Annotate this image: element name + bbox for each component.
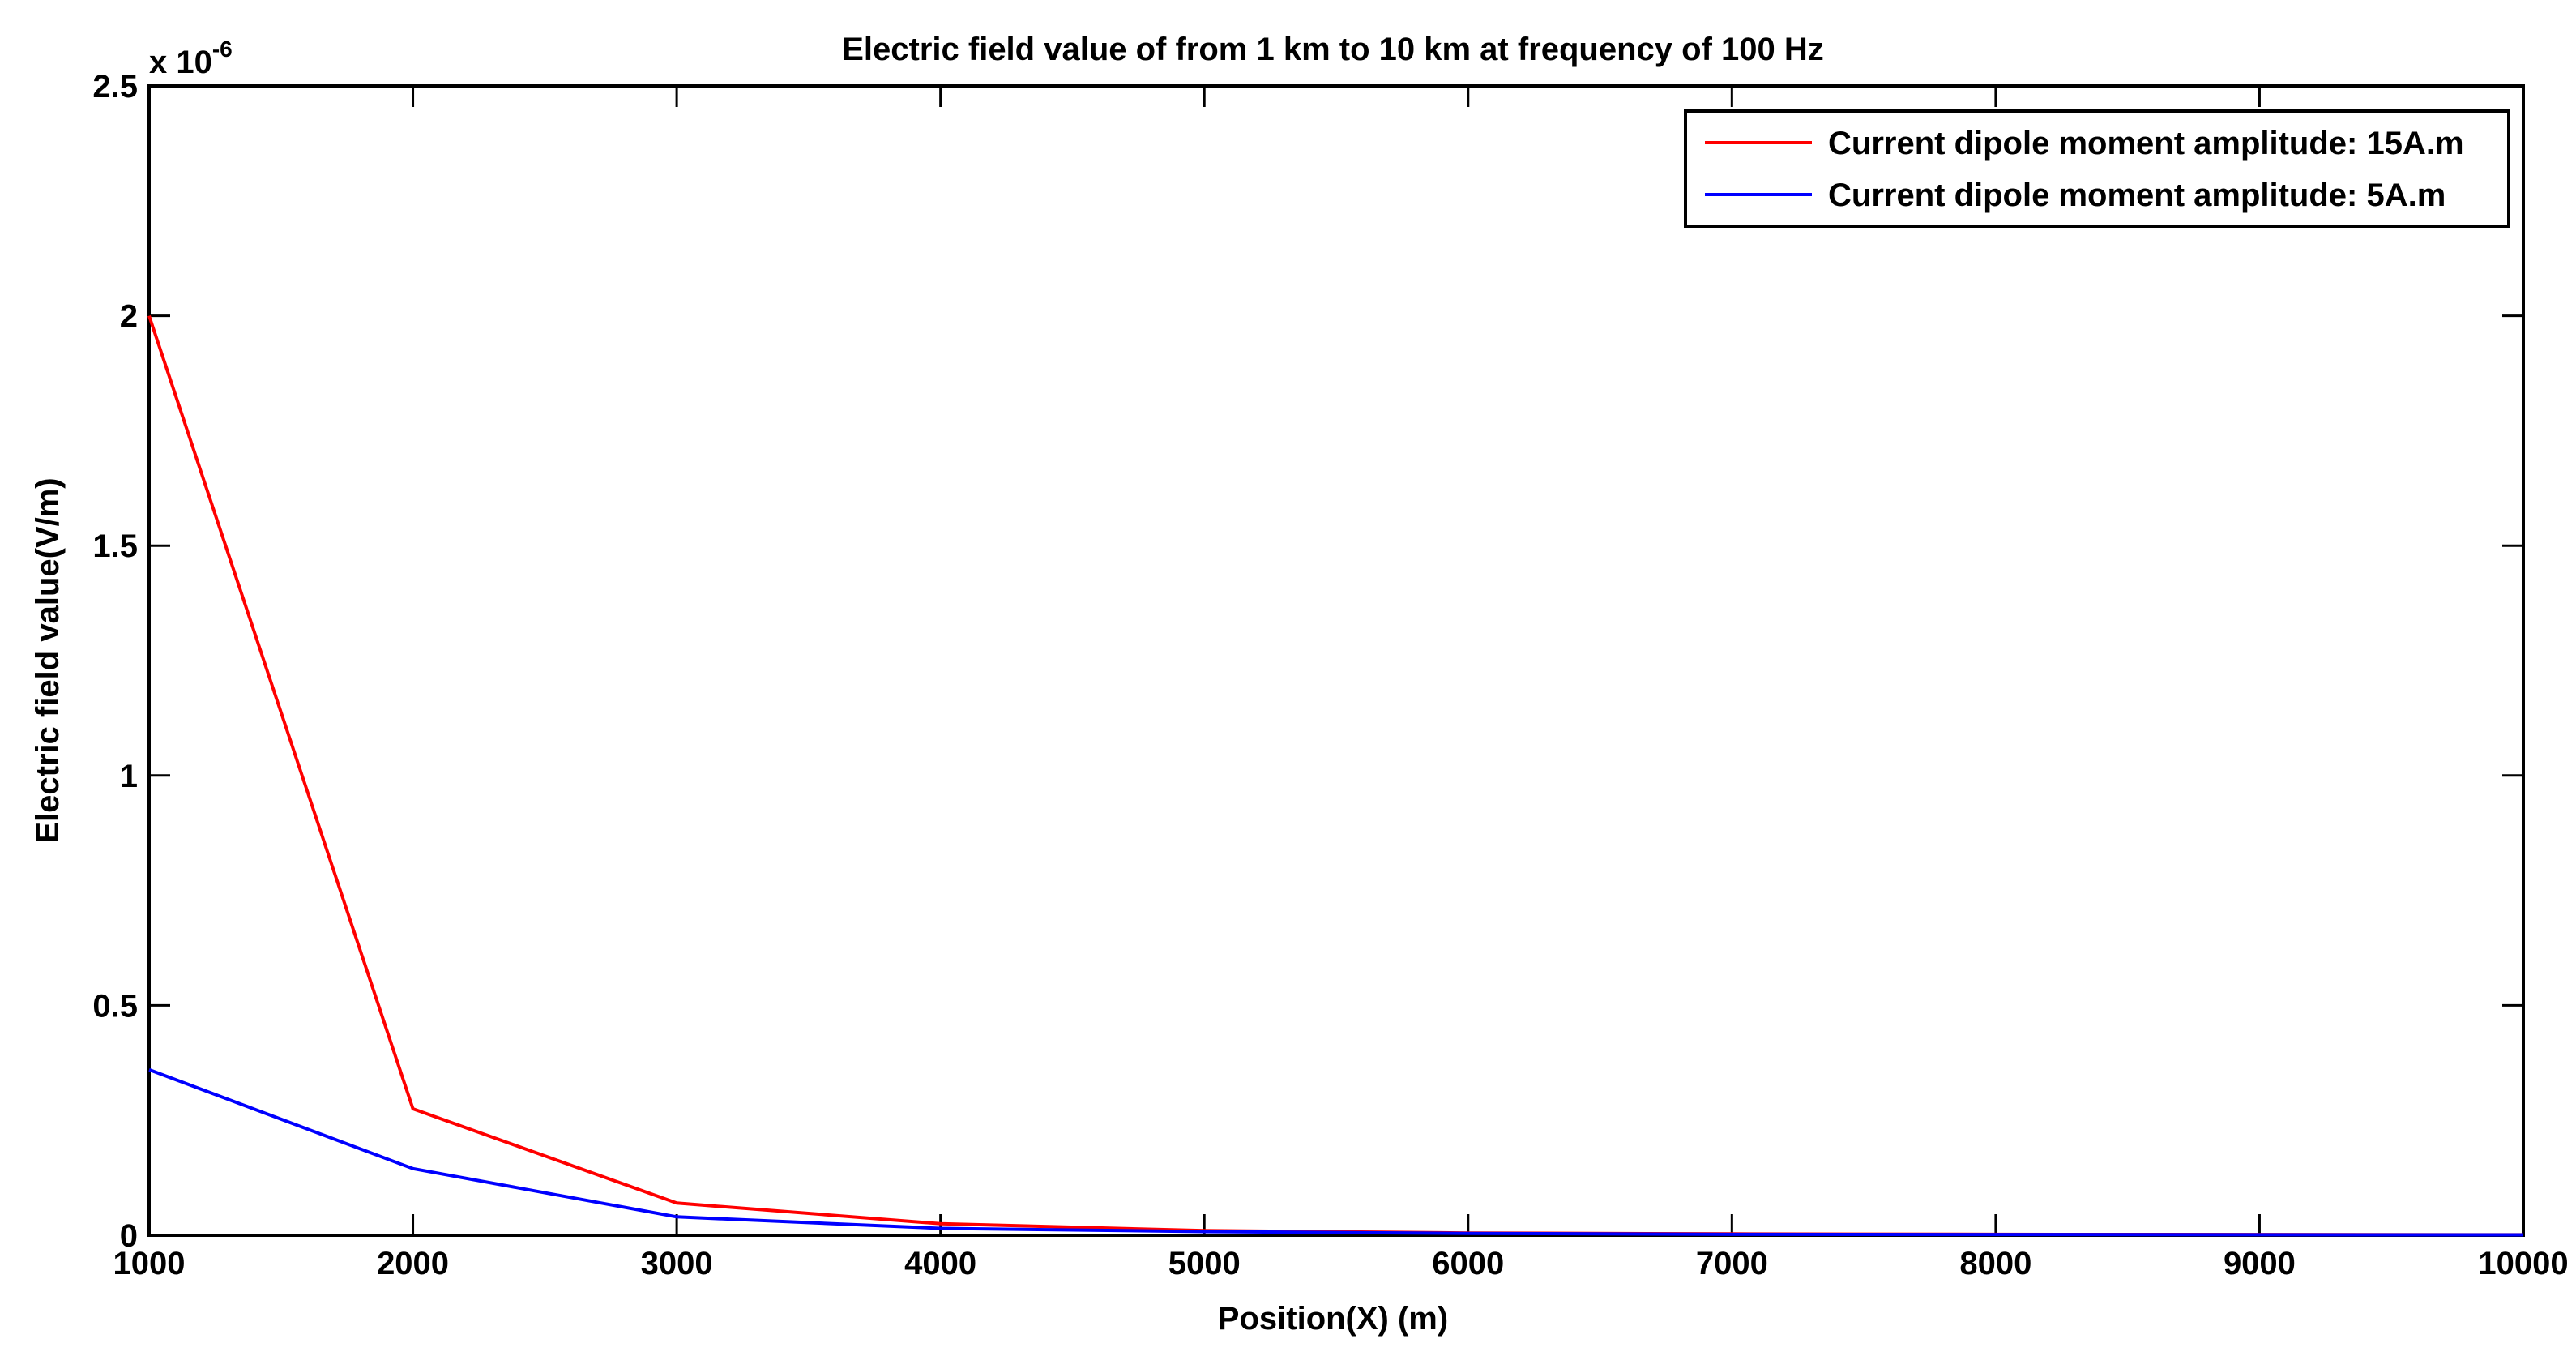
legend-entries: Current dipole moment amplitude: 15A.m Cu…	[1705, 126, 2464, 213]
y-tick-label: 1	[120, 759, 138, 794]
y-tick-label: 0	[120, 1218, 138, 1254]
y-axis-label: Electric field value(V/m)	[30, 477, 66, 843]
y-axis-tick-labels: 0 0.5 1 1.5 2 2.5	[92, 69, 138, 1254]
y-tick-label: 2	[120, 299, 138, 335]
plot-frame	[147, 84, 2525, 1237]
y-tick-label: 1.5	[92, 528, 138, 564]
x-tick-label: 3000	[641, 1246, 713, 1281]
x-tick-label: 8000	[1959, 1246, 2031, 1281]
x-axis-tick-labels: 1000 2000 3000 4000 5000 6000 7000 8000 9000 1000…	[113, 1246, 2569, 1281]
legend-label-2: Current dipole moment amplitude: 5A.m	[1828, 178, 2446, 213]
y-tick-label: 0.5	[92, 988, 138, 1024]
plot-area	[147, 84, 2525, 1237]
x-tick-label: 9000	[2224, 1246, 2296, 1281]
legend-box	[1684, 109, 2510, 228]
x-tick-label: 5000	[1168, 1246, 1241, 1281]
y-axis-multiplier-base: x 10	[149, 45, 212, 80]
x-tick-label: 1000	[113, 1246, 186, 1281]
x-tick-label: 6000	[1432, 1246, 1504, 1281]
x-tick-label: 2000	[377, 1246, 449, 1281]
series-lines	[147, 314, 2524, 1237]
y-axis-multiplier: x 10-6	[149, 36, 233, 80]
y-axis-multiplier-exponent: -6	[212, 36, 233, 62]
series-line-2	[148, 1067, 2524, 1237]
x-tick-label: 7000	[1696, 1246, 1768, 1281]
x-tick-label: 4000	[904, 1246, 976, 1281]
chart-title: Electric field value of from 1 km to 10 …	[842, 32, 1824, 67]
legend-label-1: Current dipole moment amplitude: 15A.m	[1828, 126, 2464, 161]
x-tick-label: 10000	[2478, 1246, 2568, 1281]
y-tick-label: 2.5	[92, 69, 138, 105]
x-axis-label: Position(X) (m)	[1218, 1301, 1448, 1337]
legend: Current dipole moment amplitude: 15A.m Cu…	[1684, 109, 2510, 228]
